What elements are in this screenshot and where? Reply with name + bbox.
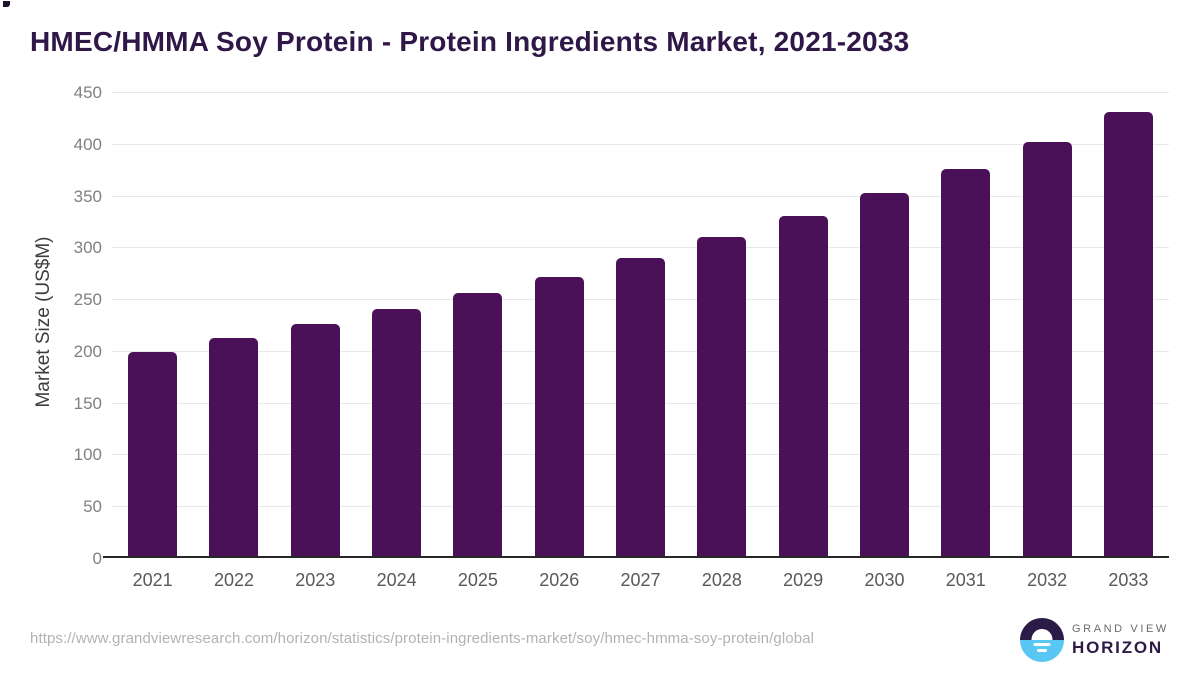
y-tick-label: 100 — [73, 445, 102, 465]
bar-slot — [1006, 92, 1087, 556]
x-tick-label: 2022 — [213, 570, 254, 590]
bar-slot — [356, 92, 437, 556]
sun-ray-icon — [1037, 649, 1047, 652]
bar-slot — [437, 92, 518, 556]
y-tick-label: 400 — [73, 134, 102, 154]
x-tick-label: 2029 — [783, 570, 824, 590]
brand-text: GRAND VIEW HORIZON — [1072, 623, 1169, 658]
x-tick-label: 2027 — [620, 570, 661, 590]
bar-slot — [1088, 92, 1169, 556]
source-url: https://www.grandviewresearch.com/horizo… — [30, 630, 815, 647]
brand-name-top: GRAND VIEW — [1072, 622, 1169, 635]
x-tick-label: 2024 — [376, 570, 417, 590]
bar-slot — [681, 92, 762, 556]
brand-logo: GRAND VIEW HORIZON — [1020, 618, 1169, 662]
bar-2030 — [859, 193, 909, 556]
gridline — [112, 195, 1169, 197]
y-tick-label: 0 — [92, 549, 102, 568]
sun-ray-icon — [1033, 643, 1051, 646]
y-tick-label: 450 — [73, 83, 102, 102]
bar-2032 — [1022, 141, 1072, 556]
bar-2021 — [128, 351, 178, 556]
bar-slot — [763, 92, 844, 556]
x-tick-label: 2025 — [457, 570, 498, 590]
x-tick-label: 2021 — [132, 570, 173, 590]
grand-view-horizon-logo-icon — [1020, 618, 1064, 662]
bar-slot — [193, 92, 274, 556]
x-axis-line — [103, 556, 1169, 558]
bar-2029 — [778, 215, 828, 556]
y-tick-label: 350 — [73, 186, 102, 206]
x-axis-tick-labels: 2021 2022 2023 2024 2025 2026 2027 2028 2029 2030… — [112, 570, 1169, 591]
y-tick-label: 200 — [73, 341, 102, 361]
x-tick-label: 2032 — [1027, 570, 1068, 590]
bar-slot — [600, 92, 681, 556]
bar-2033 — [1103, 111, 1153, 556]
x-tick-label: 2030 — [864, 570, 905, 590]
bar-slot — [112, 92, 193, 556]
x-tick-label: 2031 — [945, 570, 986, 590]
chart-title: HMEC/HMMA Soy Protein - Protein Ingredie… — [30, 26, 910, 57]
gridline — [112, 92, 1169, 93]
bar-chart-plot-area: 0 50 100 150 200 250 300 350 400 450 — [0, 83, 1169, 568]
x-tick-label: 2023 — [295, 570, 336, 590]
bar-2027 — [616, 258, 666, 556]
bar-slot — [519, 92, 600, 556]
gridline — [112, 143, 1169, 145]
sun-dome-icon — [1031, 629, 1053, 640]
bar-2024 — [372, 308, 422, 556]
bar-slot — [275, 92, 356, 556]
corner-artifact — [3, 1, 10, 7]
bar-slot — [844, 92, 925, 556]
gridline — [112, 247, 1169, 249]
bar-slot — [925, 92, 1006, 556]
x-tick-label: 2028 — [701, 570, 742, 590]
x-tick-label: 2033 — [1108, 570, 1149, 590]
bar-2028 — [697, 237, 747, 556]
bars-row — [112, 92, 1169, 556]
bar-2025 — [453, 293, 503, 556]
bar-2026 — [534, 276, 584, 556]
bar-2023 — [290, 324, 340, 556]
y-tick-label: 150 — [73, 393, 102, 413]
x-tick-label: 2026 — [539, 570, 580, 590]
bar-2022 — [209, 338, 259, 556]
bar-2031 — [941, 169, 991, 556]
y-tick-label: 250 — [73, 290, 102, 310]
y-tick-label: 300 — [73, 238, 102, 258]
brand-name-bottom: HORIZON — [1072, 637, 1163, 657]
y-tick-label: 50 — [83, 497, 102, 517]
